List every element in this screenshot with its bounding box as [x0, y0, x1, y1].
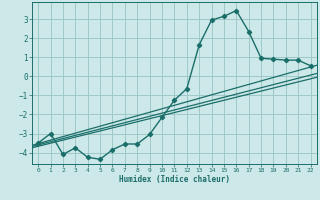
X-axis label: Humidex (Indice chaleur): Humidex (Indice chaleur)	[119, 175, 230, 184]
